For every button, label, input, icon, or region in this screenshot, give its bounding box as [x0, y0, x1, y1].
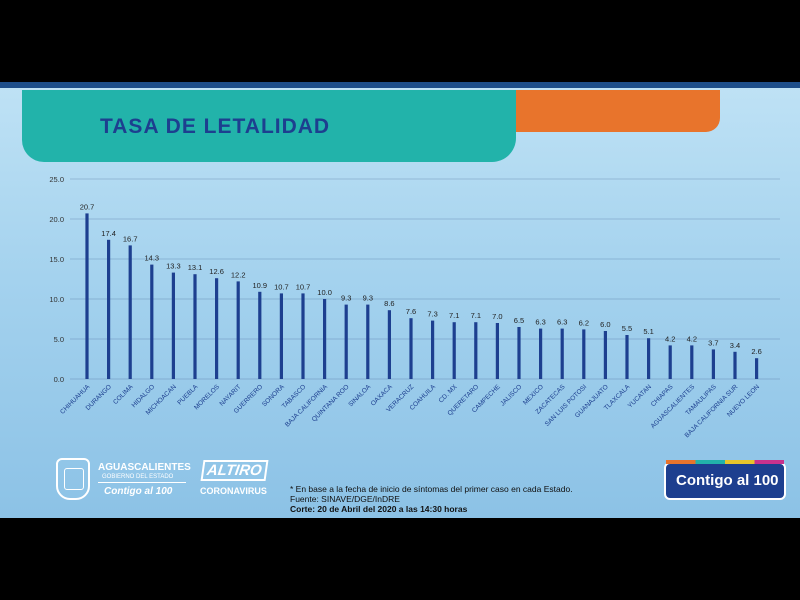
logo-slogan: Contigo al 100: [104, 486, 173, 497]
cutoff-note: Corte: 20 de Abril del 2020 a las 14:30 …: [290, 504, 468, 514]
slide: TASA DE LETALIDAD 0.0 5.0 10.0 15.0 20.0 25.0…: [0, 82, 800, 518]
bar: [323, 299, 327, 379]
bar: [668, 345, 672, 379]
altiro-bottom-text: CORONAVIRUS: [200, 486, 267, 496]
data-label: 10.7: [296, 282, 311, 291]
bar-chart: 0.05.010.015.020.025.020.7CHIHUAHUA17.4D…: [49, 175, 780, 439]
altiro-logo: ALTIRO CORONAVIRUS: [200, 460, 269, 504]
bar: [582, 329, 586, 379]
bar: [193, 274, 197, 379]
y-tick-label: 15.0: [49, 255, 64, 264]
data-label: 6.3: [557, 318, 567, 327]
contigo-badge: Contigo al 100: [664, 460, 786, 500]
x-tick-label: JALISCO: [499, 383, 523, 407]
x-tick-label: SINALOA: [347, 383, 372, 408]
bar: [690, 345, 694, 379]
data-label: 8.6: [384, 299, 394, 308]
data-label: 12.2: [231, 270, 246, 279]
data-label: 7.1: [471, 311, 481, 320]
altiro-top-text: ALTIRO: [200, 460, 269, 481]
x-tick-label: CHIHUAHUA: [59, 383, 92, 416]
data-label: 4.2: [665, 334, 675, 343]
data-label: 10.9: [252, 281, 267, 290]
bar: [495, 323, 499, 379]
data-label: 3.7: [708, 338, 718, 347]
contigo-badge-text: Contigo al 100: [676, 472, 779, 489]
bar: [647, 338, 651, 379]
bar: [711, 349, 715, 379]
bar: [755, 358, 759, 379]
data-label: 14.3: [144, 254, 159, 263]
bar: [733, 351, 737, 379]
y-tick-label: 10.0: [49, 295, 64, 304]
logo-divider: [98, 482, 186, 483]
data-label: 20.7: [80, 202, 95, 211]
logo-subtitle: GOBIERNO DEL ESTADO: [102, 474, 174, 480]
data-label: 10.0: [317, 288, 332, 297]
y-tick-label: 0.0: [54, 375, 64, 384]
bar: [258, 291, 262, 379]
bar: [107, 239, 111, 379]
crest-icon: [56, 458, 90, 500]
bar: [452, 322, 456, 379]
bar: [128, 245, 132, 379]
data-label: 7.6: [406, 307, 416, 316]
y-tick-label: 5.0: [54, 335, 64, 344]
bar: [150, 264, 154, 379]
bar: [344, 304, 348, 379]
data-label: 2.6: [751, 347, 761, 356]
data-label: 9.3: [363, 294, 373, 303]
bar: [539, 328, 543, 379]
bar: [625, 335, 629, 379]
data-label: 5.5: [622, 324, 632, 333]
footnote: * En base a la fecha de inicio de síntom…: [290, 484, 573, 494]
data-label: 6.2: [579, 318, 589, 327]
bar: [171, 272, 175, 379]
bar: [215, 278, 219, 379]
top-line: [0, 82, 800, 88]
bar: [474, 322, 478, 379]
bar: [431, 320, 435, 379]
y-tick-label: 20.0: [49, 215, 64, 224]
x-tick-label: YUCATAN: [627, 383, 653, 409]
data-label: 3.4: [730, 341, 740, 350]
y-tick-label: 25.0: [49, 175, 64, 184]
data-label: 9.3: [341, 294, 351, 303]
data-label: 16.7: [123, 234, 138, 243]
footnote-block: * En base a la fecha de inicio de síntom…: [290, 484, 573, 514]
data-label: 6.0: [600, 320, 610, 329]
page-title: TASA DE LETALIDAD: [100, 115, 331, 138]
data-label: 4.2: [687, 334, 697, 343]
source-note: Fuente: SINAVE/DGE/InDRE: [290, 494, 400, 504]
bar: [301, 293, 305, 379]
bar: [560, 328, 564, 379]
data-label: 6.3: [535, 318, 545, 327]
aguascalientes-logo: AGUASCALIENTES GOBIERNO DEL ESTADO Conti…: [56, 458, 191, 504]
data-label: 13.3: [166, 262, 181, 271]
x-tick-label: CD. MX: [438, 383, 460, 405]
bar: [603, 331, 607, 379]
bar: [387, 310, 391, 379]
logo-name: AGUASCALIENTES: [98, 462, 191, 473]
data-label: 5.1: [643, 327, 653, 336]
bar: [409, 318, 413, 379]
data-label: 7.3: [427, 310, 437, 319]
data-label: 13.1: [188, 263, 203, 272]
data-label: 6.5: [514, 316, 524, 325]
bar: [85, 213, 89, 379]
bar: [279, 293, 283, 379]
data-label: 7.1: [449, 311, 459, 320]
data-label: 10.7: [274, 282, 289, 291]
data-label: 17.4: [101, 229, 116, 238]
title-banner: [22, 90, 516, 162]
bar: [366, 304, 370, 379]
data-label: 7.0: [492, 312, 502, 321]
bar: [517, 327, 521, 379]
data-label: 12.6: [209, 267, 224, 276]
bar: [236, 281, 240, 379]
